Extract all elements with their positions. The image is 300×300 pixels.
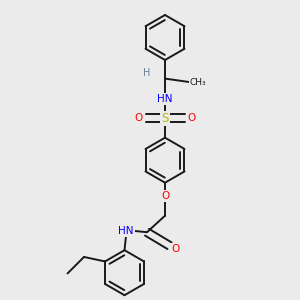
Text: S: S	[161, 112, 169, 125]
Text: O: O	[171, 244, 180, 254]
Text: HN: HN	[157, 94, 173, 104]
Text: O: O	[187, 113, 195, 123]
Text: HN: HN	[118, 226, 134, 236]
Text: O: O	[161, 191, 169, 201]
Text: O: O	[135, 113, 143, 123]
Text: CH₃: CH₃	[190, 78, 207, 87]
Text: H: H	[143, 68, 151, 78]
